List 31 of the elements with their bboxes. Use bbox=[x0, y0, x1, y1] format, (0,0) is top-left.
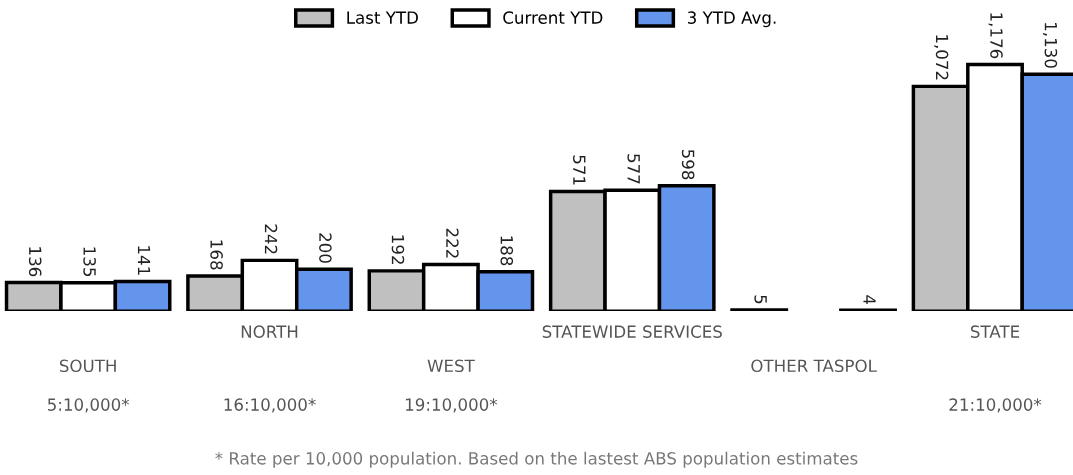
x-tick-label: NORTH bbox=[241, 325, 298, 338]
x-tick-label: STATEWIDE SERVICES bbox=[542, 325, 722, 338]
data-label: 222 bbox=[446, 228, 459, 258]
legend-label: Last YTD bbox=[347, 11, 418, 24]
x-tick-label: OTHER TASPOL bbox=[751, 359, 877, 373]
x-tick-label: WEST bbox=[427, 359, 475, 373]
data-label: 571 bbox=[573, 155, 586, 185]
text: 21:10,000* bbox=[949, 398, 1042, 413]
x-tick-label: STATE bbox=[970, 325, 1020, 338]
data-label: 136 bbox=[28, 247, 42, 277]
data-label: 598 bbox=[681, 149, 695, 180]
data-label: 200 bbox=[319, 233, 332, 263]
text: 16:10,000* bbox=[224, 398, 316, 413]
text: 19:10,000* bbox=[405, 398, 498, 413]
data-label: 4 bbox=[863, 295, 876, 305]
x-tick-label: SOUTH bbox=[59, 359, 116, 373]
text: * Rate per 10,000 population. Based on the lastest ABS population estimates bbox=[215, 451, 858, 468]
text: 5:10,000* bbox=[48, 398, 130, 413]
data-label: 188 bbox=[500, 236, 514, 266]
data-label: 577 bbox=[627, 154, 640, 184]
data-label: 168 bbox=[210, 240, 223, 270]
data-label: 1,072 bbox=[934, 35, 949, 80]
data-label: 5 bbox=[754, 295, 767, 304]
legend-label: 3 YTD Avg. bbox=[687, 11, 776, 28]
data-label: 1,130 bbox=[1042, 23, 1058, 68]
data-label: 192 bbox=[391, 235, 405, 264]
data-label: 1,176 bbox=[988, 13, 1003, 59]
data-label: 242 bbox=[264, 224, 278, 254]
legend-label: Current YTD bbox=[503, 11, 603, 24]
data-label: 135 bbox=[83, 247, 96, 277]
data-label: 141 bbox=[137, 246, 151, 275]
